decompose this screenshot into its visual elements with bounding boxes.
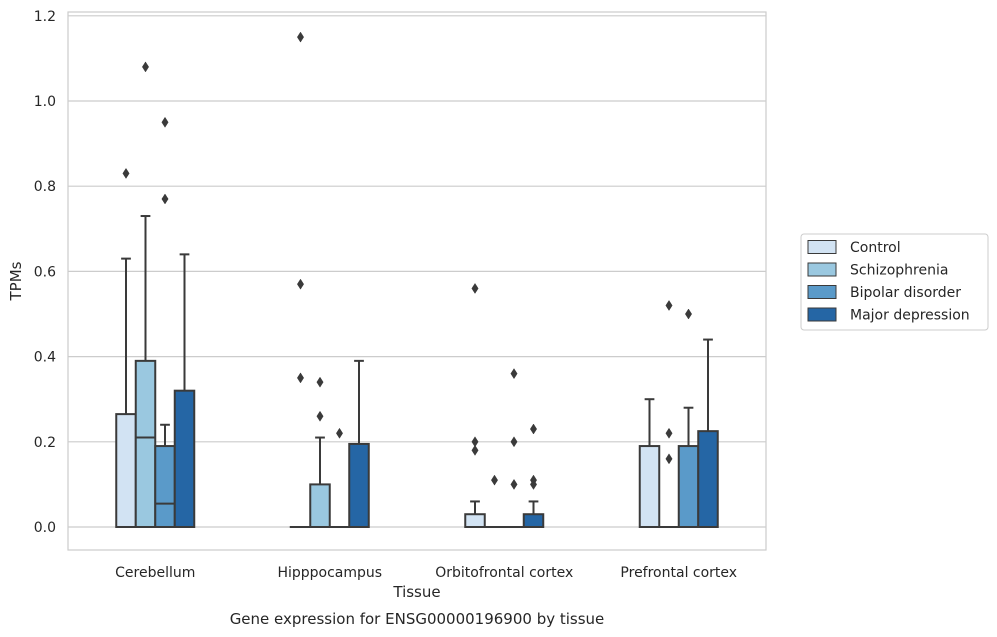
outlier-point [530,478,537,490]
legend-items: Control Schizophrenia Bipolar disorder Majo… [807,240,970,324]
box [348,442,370,528]
x-tick-label: Orbitofrontal cortex [435,565,573,581]
box-group [289,31,312,529]
legend-label: Bipolar disorder [850,285,961,301]
outlier-point [297,278,304,290]
outlier-point [122,167,130,179]
box [638,445,661,528]
outlier-point [471,444,479,456]
outlier-point [297,372,304,384]
y-tick-label: 0.2 [34,435,56,451]
legend-label: Major depression [850,308,970,324]
outlier-point [491,474,498,486]
box [464,513,486,528]
y-tick-label: 0.8 [34,179,56,195]
x-axis-title: Tissue [392,583,440,601]
y-axis-title: TPMs [7,261,25,301]
outlier-point [665,300,673,311]
y-tick-label: 0.0 [34,520,56,536]
box-group [464,282,486,528]
x-axis-ticks: Cerebellum Hipppocampus Orbitofrontal cort… [115,565,737,581]
outlier-point [530,423,537,435]
outlier-point [161,193,169,205]
legend-swatch [807,240,837,254]
box [115,413,137,528]
box [697,430,719,528]
y-tick-label: 0.4 [34,350,56,366]
box-group [115,167,137,528]
y-tick-label: 0.6 [34,264,56,280]
box [154,445,176,528]
legend-frame [800,233,989,331]
box-group [309,376,331,528]
legend: Control Schizophrenia Bipolar disorder Majo… [800,233,989,331]
box-group [658,300,680,529]
x-tick-label: Cerebellum [115,565,195,581]
box-group [697,338,719,528]
legend-swatch [807,285,837,299]
outlier-point [510,436,518,448]
box [309,483,331,528]
y-tick-label: 1.0 [34,94,56,110]
box-group [677,308,700,528]
outlier-point [685,308,692,320]
outlier-point [471,282,479,294]
boxes [115,31,719,529]
box-group [522,423,545,528]
box-group [173,253,196,528]
y-tick-label: 1.2 [34,9,56,25]
outlier-point [297,31,304,43]
x-tick-label: Hipppocampus [277,565,382,581]
legend-swatch [807,307,837,322]
y-axis-ticks: 0.0 0.2 0.4 0.6 0.8 1.0 1.2 [34,9,56,536]
x-tick-label: Prefrontal cortex [620,565,737,581]
box-group [348,359,370,528]
box-group [154,116,176,528]
box [134,359,157,528]
box [522,513,545,528]
legend-swatch [807,262,837,277]
outlier-point [336,427,343,439]
chart-caption: Gene expression for ENSG00000196900 by t… [230,610,605,628]
box [173,389,196,528]
outlier-point [665,453,673,465]
outlier-point [161,116,169,128]
outlier-point [142,61,149,73]
box [677,445,700,528]
legend-label: Schizophrenia [850,263,948,279]
outlier-point [316,376,324,388]
outlier-point [510,478,518,490]
box-group [638,398,661,528]
box-group [483,474,506,529]
outlier-point [316,410,324,422]
legend-label: Control [850,240,901,256]
outlier-point [510,368,518,380]
outlier-point [665,427,673,439]
box-group [134,61,157,528]
